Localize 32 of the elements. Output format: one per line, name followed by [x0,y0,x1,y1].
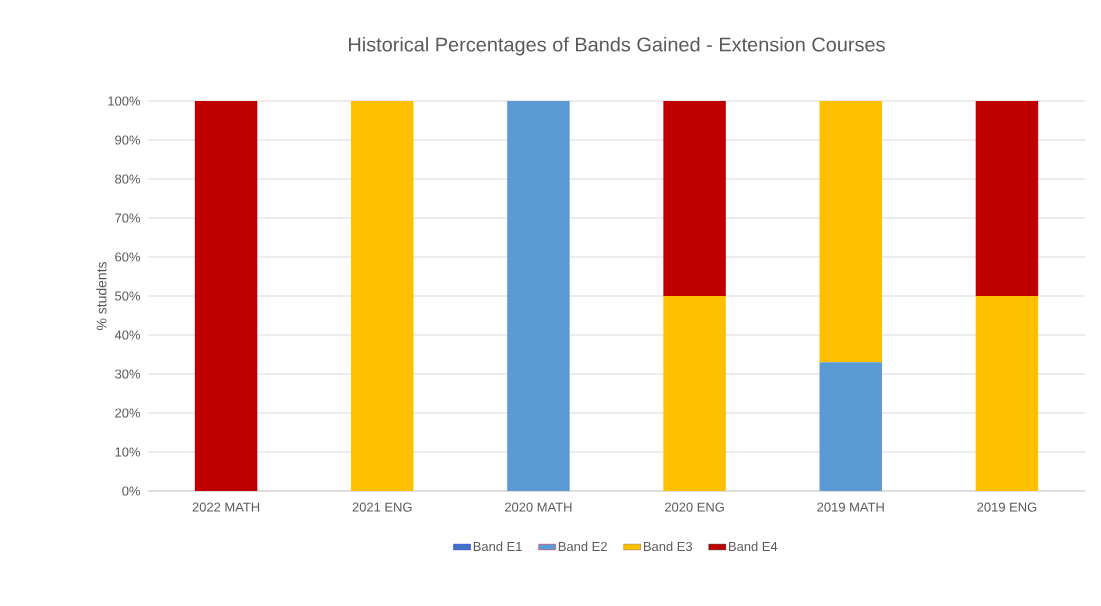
chart-title: Historical Percentages of Bands Gained - Extension Courses [349,36,885,56]
x-tick-label: 2020 MATH [505,502,572,512]
y-tick-label: 80% [115,174,141,184]
bar [819,101,882,363]
y-tick-label: 30% [115,369,141,379]
legend-label: Band E2 [558,541,607,552]
x-tick-label: 2022 MATH [192,502,260,512]
bar [663,296,726,491]
y-axis-title: % students [96,262,107,330]
legend-label: Band E1 [473,541,522,552]
x-tick-label: 2020 ENG [665,502,724,512]
x-tick-label: 2021 ENG [352,502,412,512]
bar [507,101,570,491]
y-tick-label: 60% [115,252,141,262]
y-tick-label: 10% [115,447,141,457]
bar [975,101,1039,296]
bar [975,296,1039,491]
x-tick-label: 2019 MATH [817,502,884,512]
bar [663,101,726,296]
y-tick-label: 0% [122,486,141,496]
y-tick-label: 100% [108,96,141,106]
legend-label: Band E4 [729,541,778,552]
bar [351,101,414,491]
bar [194,101,258,491]
y-tick-label: 50% [115,291,141,301]
y-tick-label: 40% [114,330,141,340]
y-tick-label: 70% [115,213,141,223]
y-tick-label: 20% [115,408,141,418]
legend-label: Band E3 [643,541,693,552]
bar [819,362,882,491]
x-tick-label: 2019 ENG [977,502,1037,512]
y-tick-label: 90% [115,135,141,145]
